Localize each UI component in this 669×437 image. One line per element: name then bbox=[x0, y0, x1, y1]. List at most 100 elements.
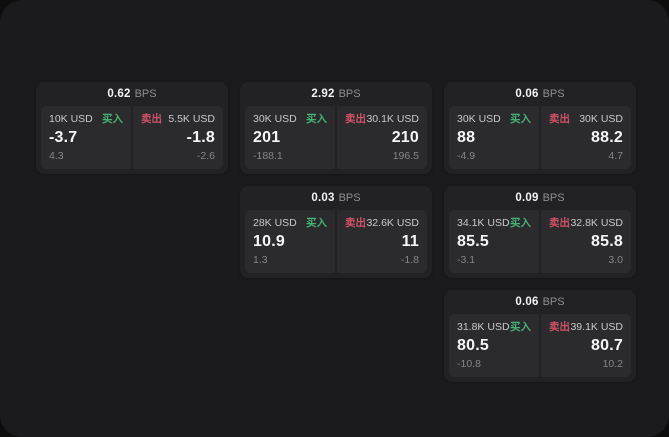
buy-price-value: 201 bbox=[253, 129, 281, 146]
sell-price-value: 11 bbox=[401, 233, 419, 250]
sell-price-value: -1.8 bbox=[186, 129, 215, 146]
buy-side-label: 买入 bbox=[102, 113, 123, 125]
quote-card-body: 31.8K USD 买入 80.5 -10.8 卖出 39.1K USD 80.… bbox=[444, 314, 636, 382]
buy-tile-top-row: 28K USD 买入 bbox=[253, 216, 327, 230]
buy-tile-top-row: 30K USD 买入 bbox=[457, 112, 531, 126]
buy-delta-value: -4.9 bbox=[457, 150, 476, 162]
buy-quote-tile[interactable]: 28K USD 买入 10.9 1.3 bbox=[245, 210, 335, 273]
sell-tile-top-row: 卖出 5.5K USD bbox=[141, 112, 215, 126]
sell-delta-value: -2.6 bbox=[196, 150, 215, 162]
buy-side-label: 买入 bbox=[306, 217, 327, 229]
bps-suffix-label: BPS bbox=[134, 88, 157, 100]
sell-quote-tile[interactable]: 卖出 5.5K USD -1.8 -2.6 bbox=[133, 106, 223, 169]
sell-notional-amount: 30K USD bbox=[579, 113, 623, 125]
buy-delta-value: -188.1 bbox=[253, 150, 283, 162]
sell-price-value: 88.2 bbox=[591, 129, 623, 146]
sell-price-value: 85.8 bbox=[591, 233, 623, 250]
bps-suffix-label: BPS bbox=[542, 192, 565, 204]
sell-tile-top-row: 卖出 30.1K USD bbox=[345, 112, 419, 126]
sell-side-label: 卖出 bbox=[345, 113, 366, 125]
bps-suffix-label: BPS bbox=[338, 192, 361, 204]
buy-notional-amount: 10K USD bbox=[49, 113, 93, 125]
sell-price-value: 80.7 bbox=[591, 337, 623, 354]
sell-quote-tile[interactable]: 卖出 32.6K USD 11 -1.8 bbox=[337, 210, 427, 273]
quote-card-header: 0.62 BPS bbox=[36, 82, 228, 106]
buy-side-label: 买入 bbox=[510, 321, 531, 333]
buy-price-value: 10.9 bbox=[253, 233, 285, 250]
quote-card-body: 10K USD 买入 -3.7 4.3 卖出 5.5K USD -1.8 -2.… bbox=[36, 106, 228, 174]
quote-card: 0.62 BPS 10K USD 买入 -3.7 4.3 卖出 5.5K USD… bbox=[36, 82, 228, 174]
buy-notional-amount: 28K USD bbox=[253, 217, 297, 229]
quote-card: 0.03 BPS 28K USD 买入 10.9 1.3 卖出 32.6K US… bbox=[240, 186, 432, 278]
buy-notional-amount: 31.8K USD bbox=[457, 321, 510, 333]
sell-delta-value: -1.8 bbox=[400, 254, 419, 266]
quote-card-header: 0.06 BPS bbox=[444, 82, 636, 106]
quote-card: 0.09 BPS 34.1K USD 买入 85.5 -3.1 卖出 32.8K… bbox=[444, 186, 636, 278]
sell-notional-amount: 5.5K USD bbox=[168, 113, 215, 125]
buy-notional-amount: 30K USD bbox=[457, 113, 501, 125]
bps-value: 2.92 bbox=[311, 88, 335, 100]
sell-delta-value: 10.2 bbox=[602, 358, 623, 370]
buy-notional-amount: 30K USD bbox=[253, 113, 297, 125]
sell-notional-amount: 32.6K USD bbox=[366, 217, 419, 229]
quote-card: 0.06 BPS 30K USD 买入 88 -4.9 卖出 30K USD 8… bbox=[444, 82, 636, 174]
buy-quote-tile[interactable]: 30K USD 买入 88 -4.9 bbox=[449, 106, 539, 169]
buy-delta-value: -10.8 bbox=[457, 358, 481, 370]
sell-price-value: 210 bbox=[391, 129, 419, 146]
buy-side-label: 买入 bbox=[306, 113, 327, 125]
bps-suffix-label: BPS bbox=[338, 88, 361, 100]
buy-delta-value: -3.1 bbox=[457, 254, 476, 266]
sell-side-label: 卖出 bbox=[345, 217, 366, 229]
buy-tile-top-row: 10K USD 买入 bbox=[49, 112, 123, 126]
sell-quote-tile[interactable]: 卖出 30K USD 88.2 4.7 bbox=[541, 106, 631, 169]
buy-side-label: 买入 bbox=[510, 113, 531, 125]
buy-delta-value: 1.3 bbox=[253, 254, 268, 266]
sell-notional-amount: 39.1K USD bbox=[570, 321, 623, 333]
buy-price-value: 80.5 bbox=[457, 337, 489, 354]
sell-delta-value: 4.7 bbox=[608, 150, 623, 162]
sell-side-label: 卖出 bbox=[141, 113, 162, 125]
sell-quote-tile[interactable]: 卖出 32.8K USD 85.8 3.0 bbox=[541, 210, 631, 273]
sell-side-label: 卖出 bbox=[549, 113, 570, 125]
sell-tile-top-row: 卖出 32.8K USD bbox=[549, 216, 623, 230]
quote-card-body: 30K USD 买入 201 -188.1 卖出 30.1K USD 210 1… bbox=[240, 106, 432, 174]
quote-card-header: 2.92 BPS bbox=[240, 82, 432, 106]
sell-quote-tile[interactable]: 卖出 30.1K USD 210 196.5 bbox=[337, 106, 427, 169]
sell-tile-top-row: 卖出 32.6K USD bbox=[345, 216, 419, 230]
buy-quote-tile[interactable]: 31.8K USD 买入 80.5 -10.8 bbox=[449, 314, 539, 377]
buy-quote-tile[interactable]: 34.1K USD 买入 85.5 -3.1 bbox=[449, 210, 539, 273]
sell-notional-amount: 32.8K USD bbox=[570, 217, 623, 229]
buy-price-value: 88 bbox=[457, 129, 476, 146]
bps-value: 0.06 bbox=[515, 296, 539, 308]
buy-price-value: 85.5 bbox=[457, 233, 489, 250]
buy-delta-value: 4.3 bbox=[49, 150, 64, 162]
quote-board: 0.62 BPS 10K USD 买入 -3.7 4.3 卖出 5.5K USD… bbox=[36, 82, 636, 382]
sell-tile-top-row: 卖出 30K USD bbox=[549, 112, 623, 126]
quote-card-body: 28K USD 买入 10.9 1.3 卖出 32.6K USD 11 -1.8 bbox=[240, 210, 432, 278]
sell-delta-value: 3.0 bbox=[608, 254, 623, 266]
bps-suffix-label: BPS bbox=[542, 296, 565, 308]
sell-delta-value: 196.5 bbox=[392, 150, 419, 162]
quote-card-header: 0.09 BPS bbox=[444, 186, 636, 210]
quote-card-header: 0.06 BPS bbox=[444, 290, 636, 314]
buy-tile-top-row: 31.8K USD 买入 bbox=[457, 320, 531, 334]
sell-tile-top-row: 卖出 39.1K USD bbox=[549, 320, 623, 334]
quote-card-header: 0.03 BPS bbox=[240, 186, 432, 210]
sell-quote-tile[interactable]: 卖出 39.1K USD 80.7 10.2 bbox=[541, 314, 631, 377]
quote-card: 0.06 BPS 31.8K USD 买入 80.5 -10.8 卖出 39.1… bbox=[444, 290, 636, 382]
bps-value: 0.09 bbox=[515, 192, 539, 204]
buy-price-value: -3.7 bbox=[49, 129, 78, 146]
bps-value: 0.62 bbox=[107, 88, 131, 100]
bps-value: 0.03 bbox=[311, 192, 335, 204]
buy-quote-tile[interactable]: 30K USD 买入 201 -188.1 bbox=[245, 106, 335, 169]
buy-notional-amount: 34.1K USD bbox=[457, 217, 510, 229]
buy-quote-tile[interactable]: 10K USD 买入 -3.7 4.3 bbox=[41, 106, 131, 169]
sell-notional-amount: 30.1K USD bbox=[366, 113, 419, 125]
buy-side-label: 买入 bbox=[510, 217, 531, 229]
sell-side-label: 卖出 bbox=[549, 217, 570, 229]
quote-card-body: 34.1K USD 买入 85.5 -3.1 卖出 32.8K USD 85.8… bbox=[444, 210, 636, 278]
quote-card: 2.92 BPS 30K USD 买入 201 -188.1 卖出 30.1K … bbox=[240, 82, 432, 174]
quote-card-body: 30K USD 买入 88 -4.9 卖出 30K USD 88.2 4.7 bbox=[444, 106, 636, 174]
sell-side-label: 卖出 bbox=[549, 321, 570, 333]
